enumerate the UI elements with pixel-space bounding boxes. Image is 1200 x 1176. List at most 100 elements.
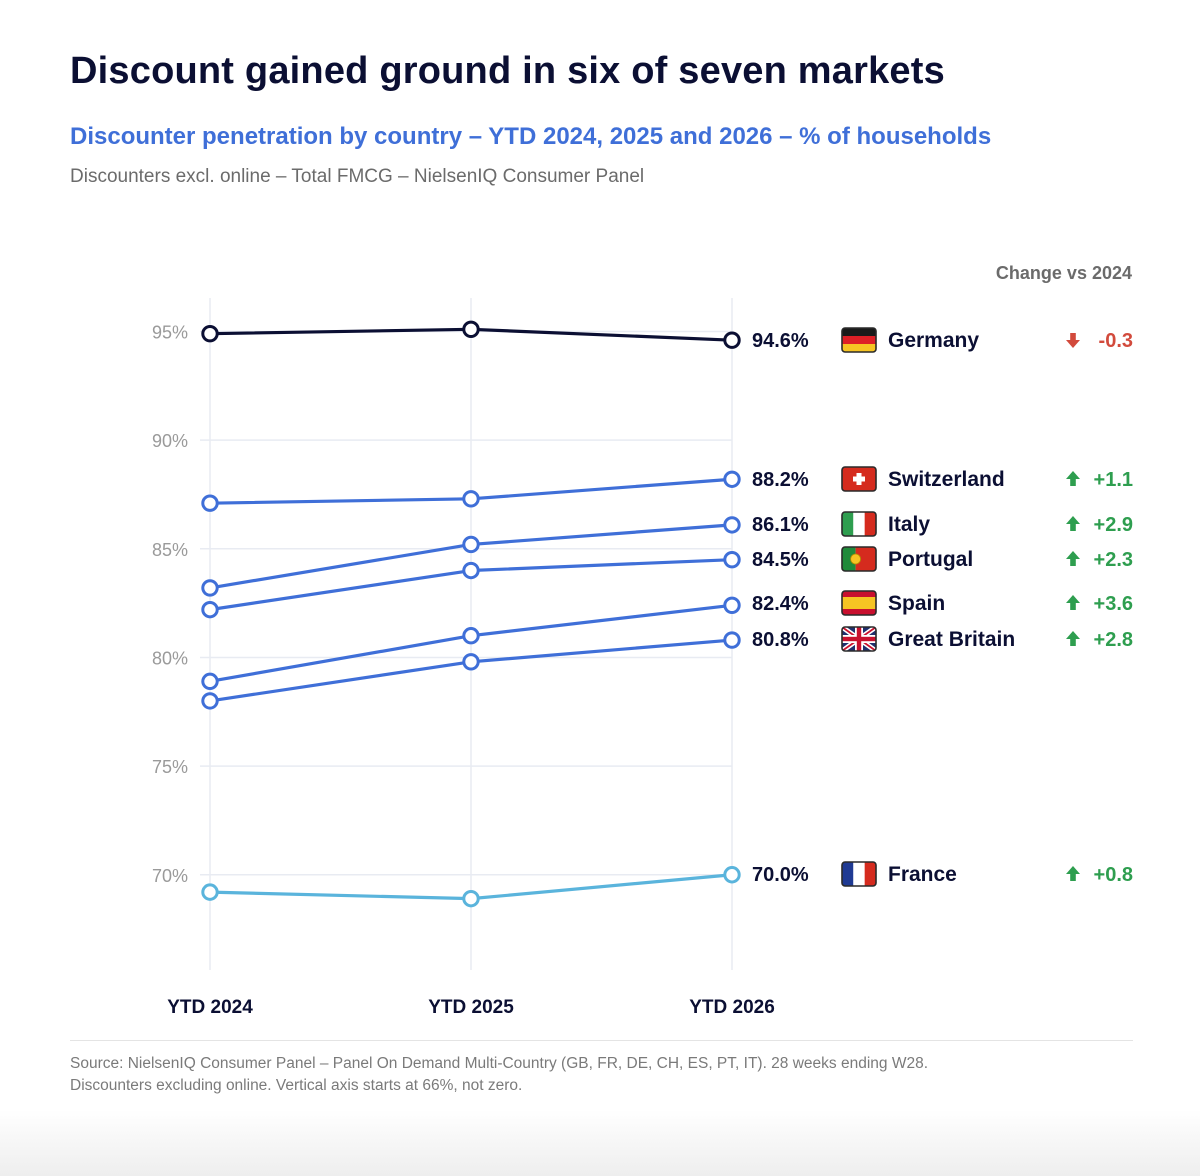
arrow-up-icon xyxy=(1066,471,1080,486)
end-value-label: 86.1% xyxy=(752,514,809,536)
y-tick-label: 95% xyxy=(152,323,188,343)
series-france: 70.0% France +0.8 xyxy=(201,861,1133,908)
data-point xyxy=(723,331,741,349)
series-spain: 82.4% Spain +3.6 xyxy=(201,590,1133,691)
flag-band xyxy=(842,344,876,352)
data-point xyxy=(462,320,480,339)
end-value-label: 94.6% xyxy=(752,330,809,352)
change-value: +3.6 xyxy=(1094,593,1133,615)
arrow-down-icon xyxy=(1066,333,1080,348)
data-point xyxy=(201,494,219,512)
end-value-label: 80.8% xyxy=(752,629,809,651)
arrow-up-icon xyxy=(1066,631,1080,646)
flag-band xyxy=(842,328,876,336)
flag-band xyxy=(853,512,865,536)
flag-band xyxy=(842,336,876,344)
arrow-up-icon xyxy=(1066,595,1080,610)
flag-band xyxy=(855,547,876,571)
y-tick-label: 70% xyxy=(152,866,188,886)
data-point xyxy=(201,579,219,597)
x-tick-label: YTD 2026 xyxy=(689,997,775,1018)
series-germany: 94.6% Germany -0.3 xyxy=(201,320,1133,353)
data-point xyxy=(462,889,480,908)
flag-border xyxy=(841,546,877,572)
end-value-label: 88.2% xyxy=(752,469,809,491)
x-tick-label: YTD 2024 xyxy=(167,997,253,1018)
legend-country-name: Great Britain xyxy=(888,628,1015,651)
change-value: +2.3 xyxy=(1094,549,1133,571)
flag-band xyxy=(864,512,876,536)
data-point xyxy=(462,653,480,671)
data-point xyxy=(201,672,219,691)
flag-band xyxy=(864,862,876,886)
flag-band xyxy=(853,862,865,886)
flag-band xyxy=(842,597,876,609)
end-value-label: 84.5% xyxy=(752,549,809,571)
data-point xyxy=(723,631,741,649)
flag-border xyxy=(841,861,877,887)
line-chart: 70% 75% 80% 85% 90% 95% YTD 2024 YTD 2025 YTD 20… xyxy=(152,263,1133,1018)
change-header: Change vs 2024 xyxy=(996,263,1132,283)
data-point xyxy=(462,535,480,554)
end-value-label: 70.0% xyxy=(752,864,809,886)
data-point xyxy=(201,883,219,901)
arrow-up-icon xyxy=(1066,516,1080,531)
arrow-up-icon xyxy=(1066,866,1080,881)
flag-border xyxy=(841,327,877,353)
legend-country-name: Germany xyxy=(888,329,979,352)
bottom-fade xyxy=(0,1110,1200,1176)
end-value-label: 82.4% xyxy=(752,593,809,615)
chart-title: Discount gained ground in six of seven m… xyxy=(70,50,945,92)
series-italy: 86.1% Italy +2.9 xyxy=(201,511,1133,597)
change-value: +0.8 xyxy=(1094,864,1133,886)
flag-band xyxy=(842,591,876,597)
flag-band xyxy=(842,862,854,886)
data-point xyxy=(723,470,741,488)
change-value: -0.3 xyxy=(1099,330,1133,352)
flag-band xyxy=(842,547,856,571)
series-portugal: 84.5% Portugal +2.3 xyxy=(201,546,1133,619)
chart-subtitle: Discounter penetration by country – YTD … xyxy=(70,123,992,150)
flag-body xyxy=(842,547,876,571)
data-point xyxy=(201,600,219,619)
footer-divider xyxy=(70,1040,1133,1041)
y-tick-label: 85% xyxy=(152,540,188,560)
x-tick-label: YTD 2025 xyxy=(428,997,514,1018)
flag-body xyxy=(842,467,876,491)
data-point xyxy=(723,596,741,614)
flag-border xyxy=(841,590,877,616)
flag-emblem xyxy=(850,553,861,565)
series-switzerland: 88.2% Switzerland +1.1 xyxy=(201,466,1133,512)
source-note: Source: NielsenIQ Consumer Panel – Panel… xyxy=(70,1053,1070,1097)
change-value: +2.8 xyxy=(1094,629,1133,651)
y-tick-label: 75% xyxy=(152,757,188,777)
chart-note: Discounters excl. online – Total FMCG – … xyxy=(70,166,645,187)
legend-country-name: Spain xyxy=(888,592,945,615)
source-line-1: Source: NielsenIQ Consumer Panel – Panel… xyxy=(70,1055,929,1072)
flag-band xyxy=(853,476,865,482)
data-point xyxy=(201,692,219,710)
flag-body xyxy=(842,512,876,536)
flag-border xyxy=(841,511,877,537)
flag-band xyxy=(842,609,876,615)
source-line-2: Discounters excluding online. Vertical a… xyxy=(70,1077,523,1094)
y-tick-label: 90% xyxy=(152,431,188,451)
legend-country-name: Portugal xyxy=(888,548,973,571)
flag-body xyxy=(842,591,876,615)
arrow-up-icon xyxy=(1066,551,1080,566)
flag-band xyxy=(842,636,876,642)
y-tick-label: 80% xyxy=(152,648,188,668)
flag-body xyxy=(842,862,876,886)
change-value: +1.1 xyxy=(1094,469,1133,491)
data-point xyxy=(462,627,480,645)
legend-country-name: Switzerland xyxy=(888,468,1005,491)
flag-border xyxy=(841,626,877,652)
data-point xyxy=(723,866,741,884)
flag-band xyxy=(842,512,854,536)
flag-body xyxy=(842,627,876,651)
legend-country-name: France xyxy=(888,863,957,886)
flag-border xyxy=(841,466,877,492)
data-point xyxy=(201,324,219,343)
data-point xyxy=(462,561,480,580)
data-point xyxy=(462,490,480,508)
